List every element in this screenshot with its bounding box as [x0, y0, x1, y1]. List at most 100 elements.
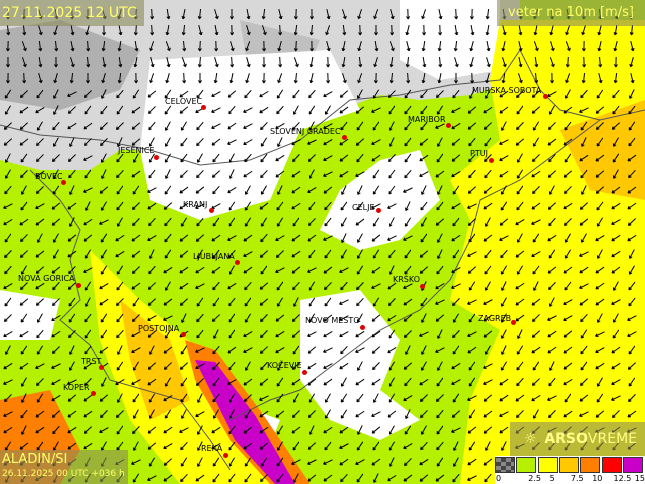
city-label: LJUBLJANA — [193, 252, 235, 261]
wind-arrow — [132, 185, 140, 195]
wind-arrow — [501, 345, 507, 355]
wind-arrow — [244, 201, 252, 211]
wind-arrow — [196, 89, 204, 99]
wind-arrow — [467, 346, 477, 354]
wind-arrow — [148, 457, 156, 467]
wind-arrow — [35, 170, 45, 178]
wind-arrow — [259, 346, 268, 354]
city-marker — [543, 94, 548, 99]
wind-arrow — [164, 153, 171, 163]
wind-arrow — [69, 72, 74, 84]
wind-arrow — [4, 185, 12, 195]
wind-arrow — [355, 459, 365, 466]
wind-arrow — [371, 234, 381, 242]
wind-arrow — [84, 249, 92, 259]
wind-arrow — [195, 347, 205, 353]
wind-arrow — [83, 122, 93, 130]
wind-arrow — [131, 122, 141, 130]
wind-arrow — [211, 442, 221, 450]
wind-arrow — [629, 57, 634, 68]
wind-arrow — [3, 314, 12, 322]
wind-arrow — [20, 265, 27, 275]
wind-arrow — [278, 24, 283, 36]
wind-arrow — [20, 313, 28, 323]
wind-arrow — [595, 331, 605, 337]
wind-arrow — [117, 40, 122, 52]
wind-arrow — [36, 378, 44, 387]
wind-arrow — [630, 73, 635, 84]
wind-arrow — [134, 72, 139, 84]
wind-arrow — [612, 329, 620, 339]
wind-arrow — [291, 266, 301, 274]
wind-arrow — [356, 282, 364, 291]
wind-arrow — [371, 411, 381, 417]
calm-area — [400, 0, 500, 80]
wind-arrow — [422, 56, 427, 68]
wind-arrow — [435, 299, 445, 305]
wind-arrow — [454, 57, 459, 68]
wind-arrow — [531, 170, 541, 178]
wind-arrow — [180, 473, 188, 483]
model-name: ALADIN/SI — [2, 452, 68, 467]
wind-arrow — [259, 90, 269, 98]
wind-arrow — [68, 361, 75, 371]
wind-arrow — [180, 377, 188, 387]
wind-arrow — [21, 57, 27, 68]
wind-arrow — [260, 122, 268, 131]
wind-arrow — [404, 153, 412, 163]
wind-arrow — [579, 283, 589, 289]
wind-arrow — [403, 314, 413, 322]
wind-arrow — [100, 329, 108, 339]
wind-arrow — [35, 426, 45, 434]
wind-arrow — [307, 187, 317, 194]
wind-arrow — [116, 361, 124, 371]
legend-swatch — [495, 457, 515, 473]
wind-arrow — [388, 329, 396, 339]
wind-arrow — [164, 409, 172, 419]
wind-arrow — [355, 378, 365, 386]
wind-arrow — [83, 362, 93, 370]
wind-arrow — [501, 281, 507, 291]
wind-arrow — [53, 25, 58, 36]
wind-arrow — [532, 137, 539, 147]
wind-arrow — [51, 315, 61, 322]
wind-arrow — [453, 441, 459, 451]
wind-arrow — [181, 24, 186, 36]
wind-arrow — [579, 394, 589, 402]
wind-arrow — [502, 25, 507, 36]
wind-arrow — [179, 266, 189, 274]
wind-arrow — [260, 457, 268, 467]
wind-arrow — [499, 170, 509, 178]
wind-arrow — [308, 105, 316, 115]
wind-arrow — [420, 217, 427, 227]
model-info: ALADIN/SI 26.11.2025 00 UTC +036 h — [0, 450, 128, 484]
wind-arrow — [403, 443, 413, 450]
wind-arrow — [581, 185, 587, 195]
wind-arrow — [116, 329, 124, 339]
wind-arrow — [100, 201, 107, 211]
wind-arrow — [228, 313, 236, 323]
wind-arrow — [342, 24, 347, 36]
wind-arrow — [212, 457, 220, 467]
wind-arrow — [356, 249, 363, 259]
wind-arrow — [275, 170, 285, 178]
wind-arrow — [293, 8, 298, 20]
wind-arrow — [68, 169, 76, 179]
wind-arrow — [19, 442, 29, 450]
wind-arrow — [22, 24, 27, 36]
wind-arrow — [36, 121, 43, 131]
wind-arrow — [419, 394, 428, 402]
wind-arrow — [51, 266, 61, 274]
wind-arrow — [579, 154, 589, 162]
legend-label: 0 — [496, 474, 502, 483]
wind-arrow — [131, 282, 141, 290]
wind-arrow — [3, 218, 13, 226]
wind-arrow — [180, 441, 188, 451]
wind-arrow — [451, 154, 461, 162]
wind-arrow — [244, 409, 252, 419]
wind-arrow — [467, 331, 477, 338]
wind-arrow — [355, 171, 365, 177]
wind-arrow — [165, 169, 171, 179]
wind-arrow — [323, 186, 333, 194]
wind-arrow — [581, 72, 586, 84]
